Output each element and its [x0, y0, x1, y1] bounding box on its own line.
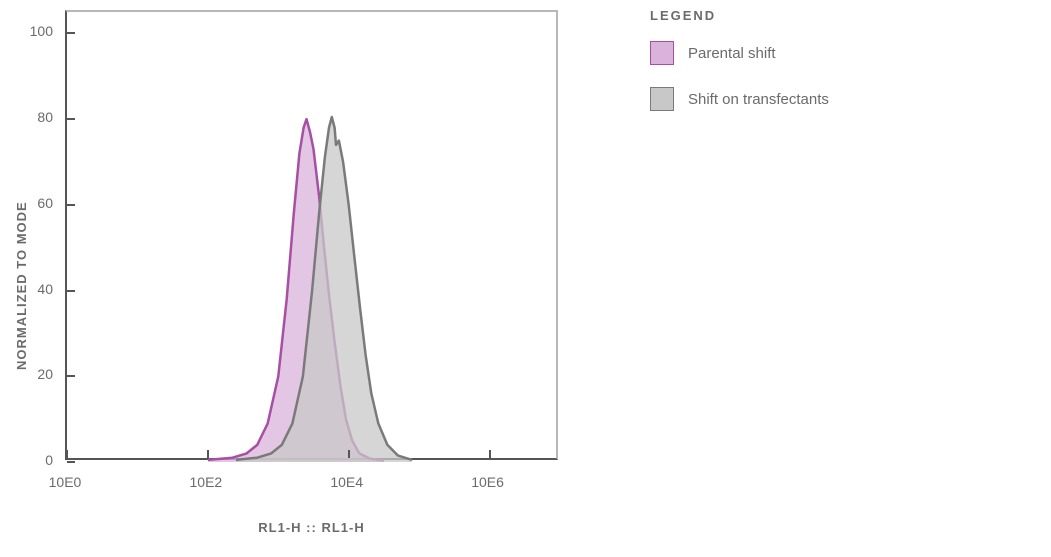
- root: NORMALIZED TO MODE 020406080100 10E010E2…: [0, 0, 1051, 557]
- y-tick-label: 80: [0, 109, 53, 125]
- y-tick-mark: [67, 118, 75, 120]
- legend-label: Parental shift: [688, 45, 776, 62]
- legend-label: Shift on transfectants: [688, 91, 829, 108]
- y-tick-mark: [67, 32, 75, 34]
- legend: LEGEND Parental shift Shift on transfecta…: [620, 0, 829, 557]
- x-tick-mark: [66, 450, 68, 458]
- histogram-curves: [67, 12, 560, 462]
- x-axis-label: RL1-H :: RL1-H: [258, 520, 364, 535]
- y-tick-mark: [67, 461, 75, 463]
- legend-swatch: [650, 41, 674, 65]
- x-tick-label: 10E2: [189, 474, 222, 490]
- y-tick-mark: [67, 290, 75, 292]
- x-tick-label: 10E0: [49, 474, 82, 490]
- x-tick-mark: [489, 450, 491, 458]
- x-tick-label: 10E4: [330, 474, 363, 490]
- legend-swatch: [650, 87, 674, 111]
- y-tick-mark: [67, 204, 75, 206]
- x-tick-mark: [348, 450, 350, 458]
- y-tick-label: 20: [0, 366, 53, 382]
- y-tick-label: 0: [0, 452, 53, 468]
- legend-item: Shift on transfectants: [650, 87, 829, 111]
- legend-title: LEGEND: [650, 8, 829, 23]
- y-tick-mark: [67, 375, 75, 377]
- y-tick-label: 100: [0, 23, 53, 39]
- x-tick-label: 10E6: [471, 474, 504, 490]
- y-tick-label: 40: [0, 281, 53, 297]
- plot-frame: [65, 10, 558, 460]
- chart-area: NORMALIZED TO MODE 020406080100 10E010E2…: [0, 0, 620, 557]
- legend-item: Parental shift: [650, 41, 829, 65]
- x-tick-mark: [207, 450, 209, 458]
- legend-items: Parental shift Shift on transfectants: [650, 41, 829, 111]
- y-tick-label: 60: [0, 195, 53, 211]
